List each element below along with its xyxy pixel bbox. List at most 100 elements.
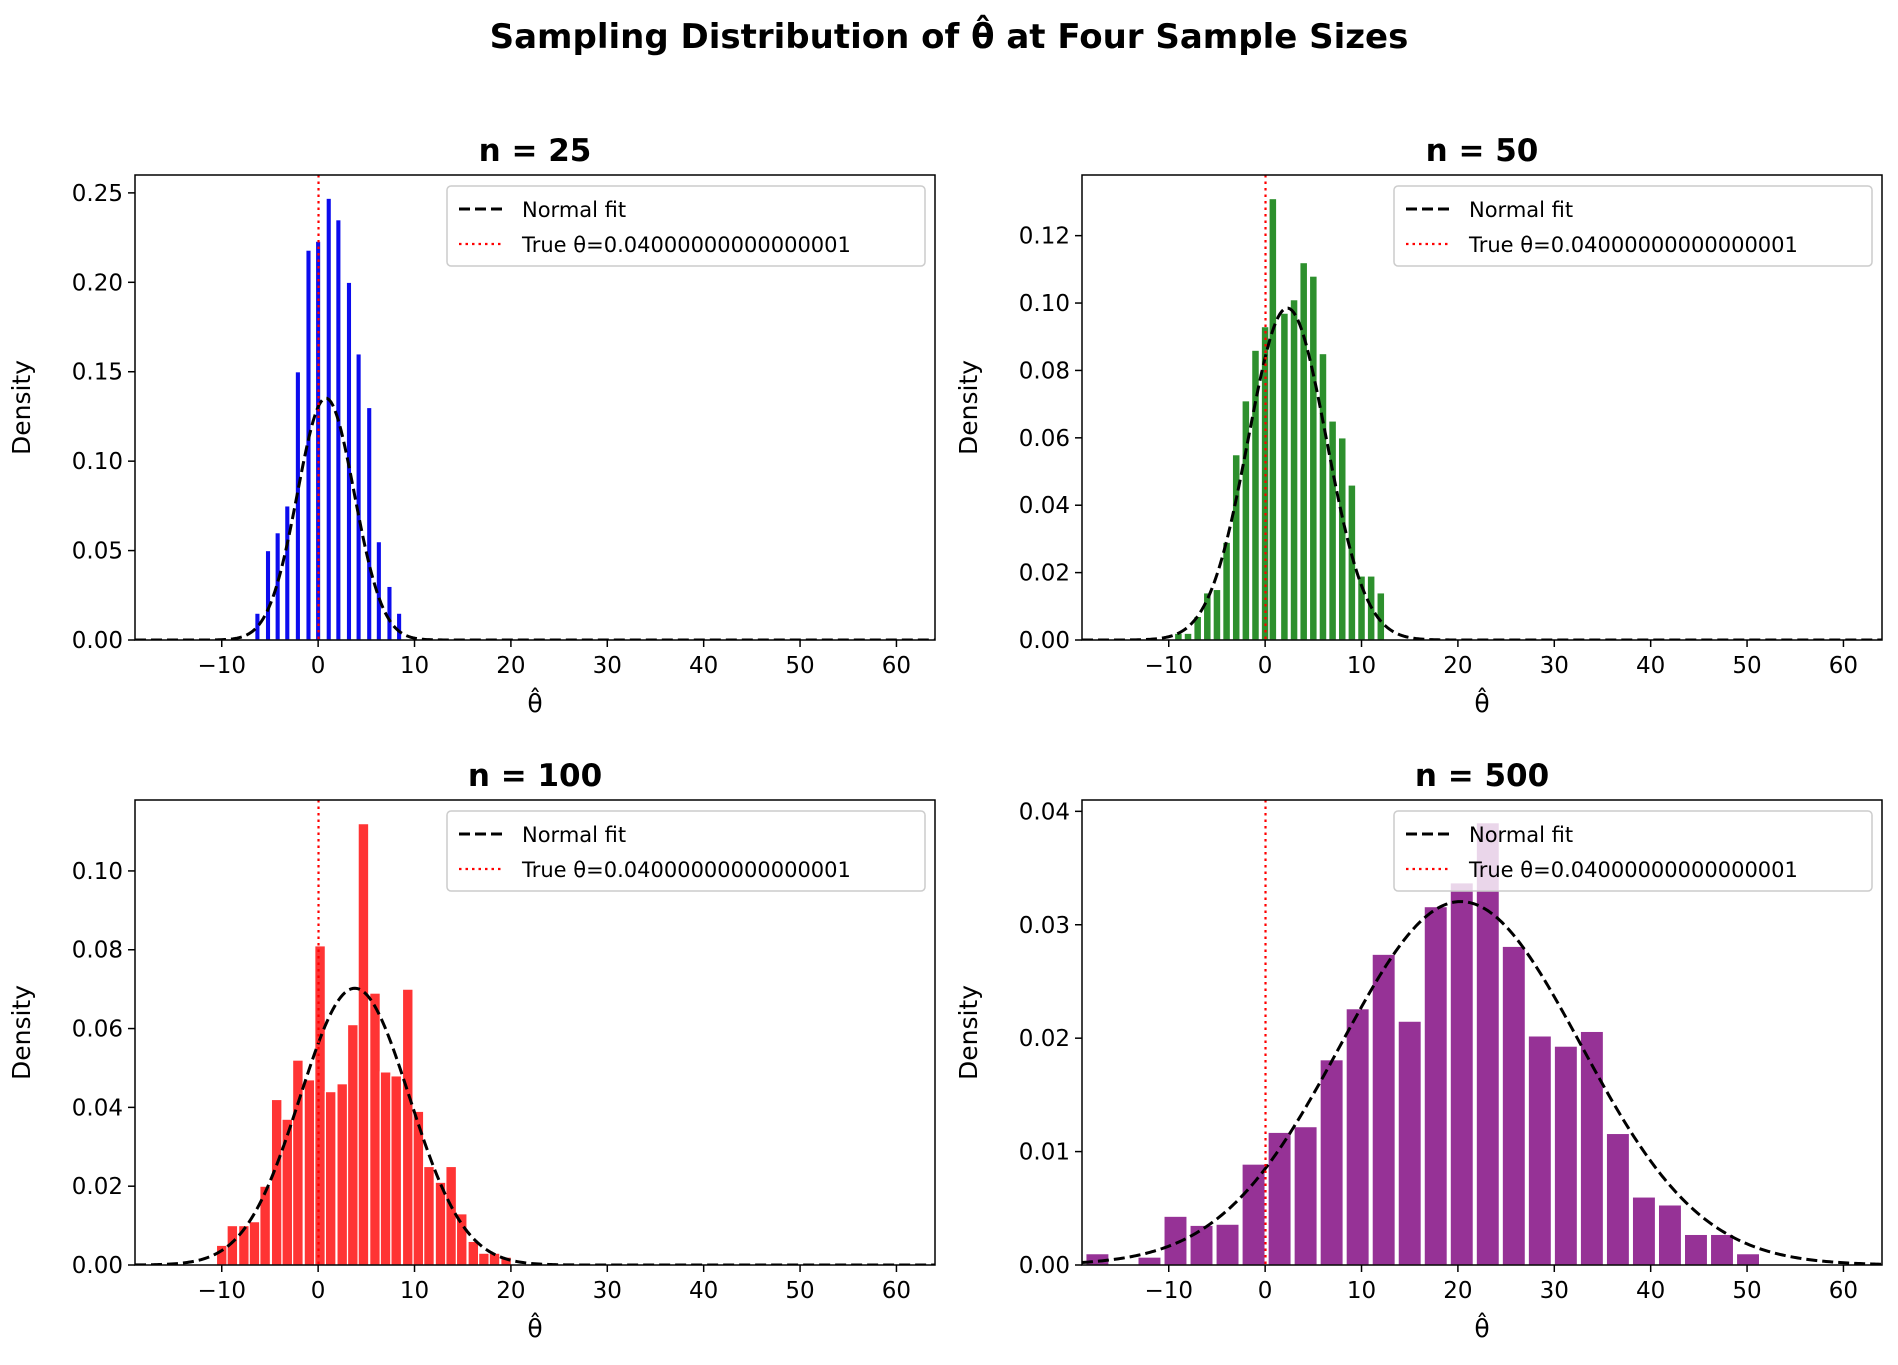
histogram-bar — [1289, 299, 1299, 640]
histogram-bar — [259, 1185, 272, 1265]
histogram-bar — [1212, 588, 1222, 640]
histogram-bar — [1215, 1223, 1240, 1265]
x-tick-label: 60 — [882, 653, 911, 679]
legend-box — [1393, 185, 1873, 267]
histogram-bar — [1553, 1045, 1579, 1265]
plot-area — [1082, 175, 1882, 640]
y-axis-label: Density — [7, 360, 36, 455]
x-tick-label: 10 — [400, 1278, 429, 1304]
histogram-bar — [1683, 1233, 1709, 1265]
histogram-bar — [1293, 1126, 1318, 1265]
x-axis-label: θ̂ — [1474, 687, 1489, 718]
histogram-bar — [467, 1240, 480, 1265]
y-tick-label: 0.12 — [1019, 224, 1070, 250]
x-tick-label: 60 — [1829, 1278, 1858, 1304]
subplot-title: n = 100 — [468, 758, 602, 794]
histogram-bar — [324, 1091, 337, 1265]
x-tick-label: 40 — [1636, 653, 1665, 679]
x-axis-label: θ̂ — [1474, 1312, 1489, 1343]
histogram-bar — [1397, 1020, 1422, 1265]
x-tick-label: 0 — [1258, 653, 1273, 679]
subplot-grid: −10 0 10 20 30 40 50 60 0.00 0.05 0.10 0.15 0.20 0.25… — [7, 133, 1883, 1343]
histogram-bar — [336, 1083, 349, 1265]
histogram-bar — [291, 1059, 304, 1265]
histogram-bar — [357, 823, 370, 1265]
y-tick-label: 0.00 — [72, 628, 123, 654]
histogram-bar — [303, 1079, 316, 1265]
axes-frame — [1081, 799, 1883, 1266]
legend: Normal fit True θ=0.04000000000000001 — [446, 185, 926, 267]
histogram-bar — [1299, 262, 1309, 640]
histogram-bar — [1279, 312, 1289, 640]
legend-true-label: True θ=0.04000000000000001 — [1468, 233, 1798, 257]
histogram-bar — [1337, 437, 1347, 640]
histogram-bar — [284, 505, 291, 640]
normal-fit-curve — [1082, 900, 1882, 1265]
subplot-1: −10 0 10 20 30 40 50 60 0.00 0.05 0.10 0.15 0.20 0.25… — [7, 133, 936, 718]
plot-area — [135, 175, 935, 640]
y-tick-label: 0.05 — [72, 539, 123, 565]
y-tick-label: 0.10 — [72, 449, 123, 475]
y-tick-label: 0.10 — [72, 859, 123, 885]
subplot-title: n = 50 — [1426, 133, 1539, 169]
histogram-bar — [248, 1221, 261, 1265]
x-tick-label: 50 — [1732, 1278, 1761, 1304]
y-tick-label: 0.00 — [1019, 1253, 1070, 1279]
axes-frame — [1081, 174, 1883, 641]
x-tick-label: 30 — [1540, 653, 1569, 679]
y-tick-label: 0.08 — [72, 938, 123, 964]
subplot-title: n = 25 — [479, 133, 592, 169]
histogram-bar — [346, 1024, 359, 1265]
x-tick-label: 20 — [496, 1278, 525, 1304]
x-tick-label: 30 — [593, 653, 622, 679]
histogram-bar — [294, 371, 302, 640]
y-tick-label: 0.03 — [1019, 913, 1070, 939]
x-tick-label: 0 — [1258, 1278, 1273, 1304]
y-tick-label: 0.02 — [1019, 561, 1070, 587]
y-tick-label: 0.04 — [1019, 493, 1070, 519]
histogram-bar — [478, 1252, 490, 1265]
histogram-bar — [305, 249, 312, 640]
axes-frame — [134, 799, 936, 1266]
x-tick-label: −10 — [1144, 1278, 1193, 1304]
legend-fit-label: Normal fit — [522, 198, 626, 222]
x-tick-label: 0 — [311, 653, 326, 679]
histogram-bar — [1085, 1253, 1110, 1265]
y-tick-label: 0.15 — [72, 360, 123, 386]
histogram-bar — [1328, 420, 1338, 640]
histogram-bar — [215, 1244, 228, 1265]
x-tick-label: 50 — [785, 1278, 814, 1304]
legend-true-label: True θ=0.04000000000000001 — [521, 233, 851, 257]
histogram-bar — [1319, 1059, 1344, 1265]
y-tick-label: 0.08 — [1019, 358, 1070, 384]
histogram-bar — [1345, 1008, 1370, 1265]
subplot-title: n = 500 — [1415, 758, 1549, 794]
histogram-bar — [1735, 1253, 1761, 1265]
normal-fit-curve — [135, 396, 935, 640]
normal-fit-curve — [135, 986, 935, 1265]
histogram-bar — [401, 988, 414, 1265]
histogram-bar — [1267, 1131, 1292, 1265]
x-tick-label: −10 — [1144, 653, 1193, 679]
histogram-bar — [1631, 1196, 1657, 1265]
histogram-bar — [390, 1075, 403, 1265]
x-tick-label: 40 — [689, 1278, 718, 1304]
histogram-bar — [379, 1071, 392, 1265]
x-tick-label: 40 — [689, 653, 718, 679]
y-tick-label: 0.01 — [1019, 1140, 1070, 1166]
normal-fit-curve — [1082, 306, 1882, 640]
y-tick-label: 0.02 — [72, 1174, 123, 1200]
legend-box — [446, 810, 926, 892]
histogram-bar — [1449, 882, 1474, 1265]
figure-title: Sampling Distribution of θ̂ at Four Samp… — [490, 15, 1409, 57]
x-tick-label: −10 — [197, 653, 246, 679]
histogram-bar — [1709, 1233, 1735, 1265]
legend-fit-label: Normal fit — [522, 823, 626, 847]
histogram-bar — [270, 1098, 283, 1265]
y-tick-label: 0.04 — [1019, 799, 1070, 825]
y-tick-label: 0.00 — [72, 1253, 123, 1279]
histogram-bar — [1241, 400, 1251, 640]
histogram-bar — [1137, 1256, 1162, 1265]
legend-true-label: True θ=0.04000000000000001 — [521, 858, 851, 882]
